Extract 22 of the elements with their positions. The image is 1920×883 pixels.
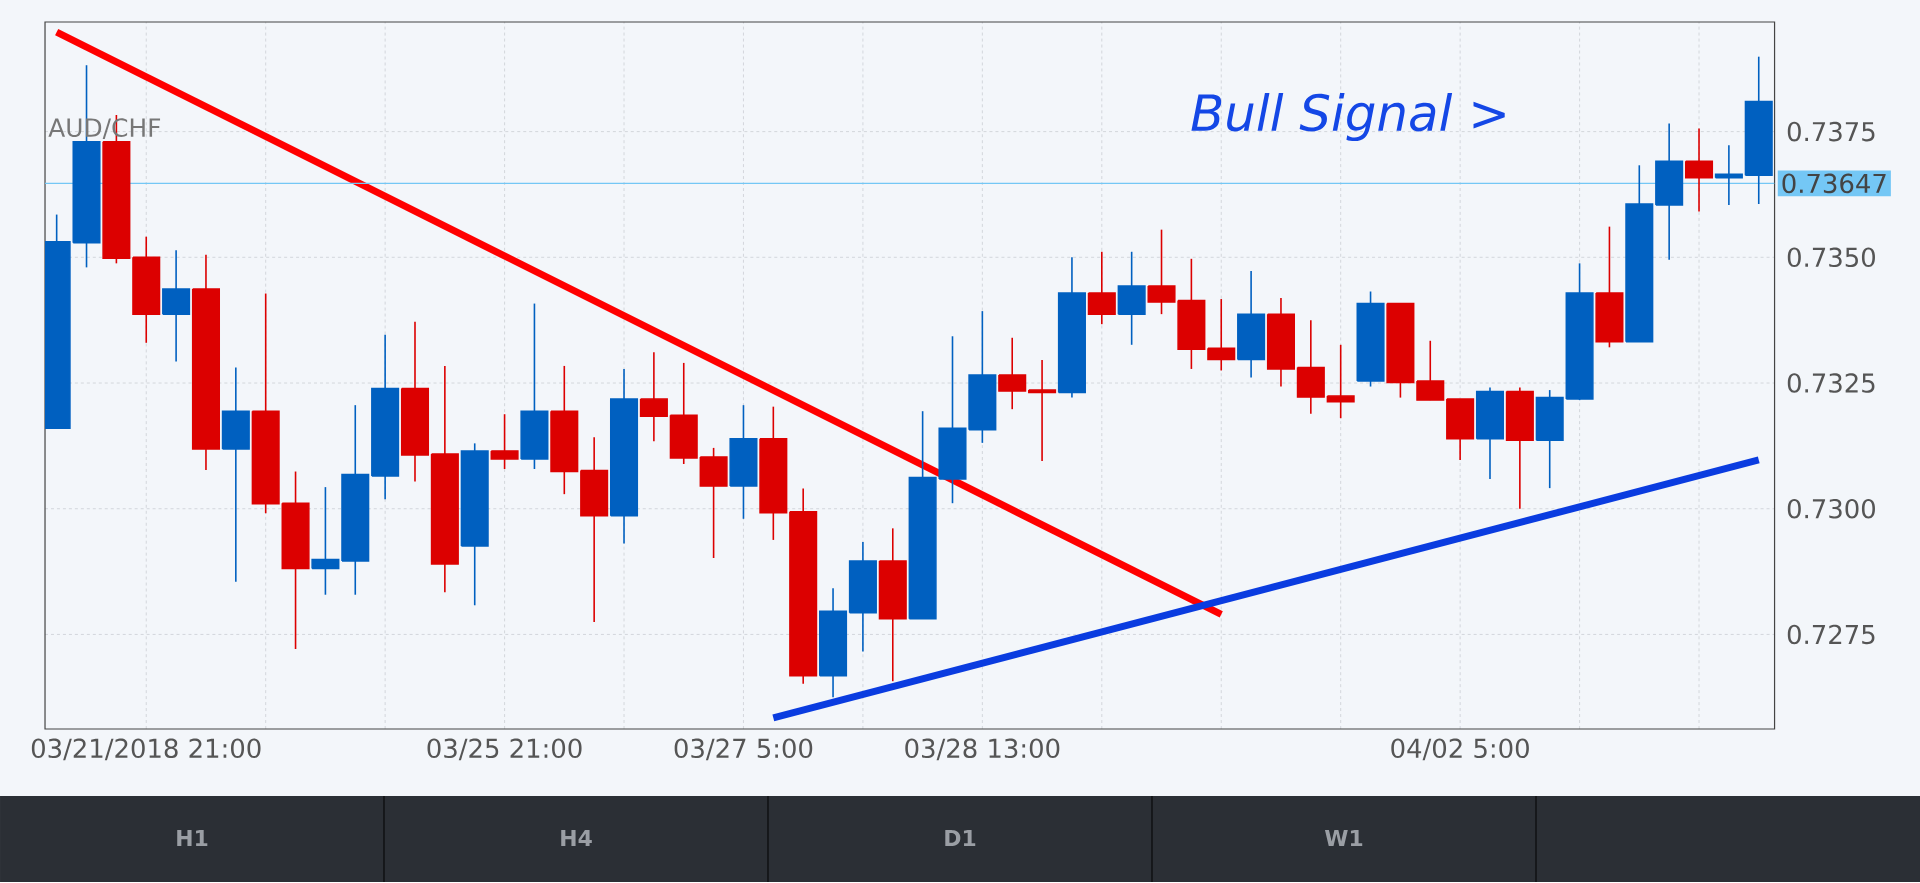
x-tick-label: 03/27 5:00 [674,738,813,761]
candlestick [1207,298,1236,372]
candlestick [1714,144,1743,206]
text: H4 [561,829,592,846]
x-tick-label: 03/21/2018 21:00 [31,738,261,761]
x-tick-label: 03/25 21:00 [427,738,582,761]
y-tick-label: 0.7350 [1787,247,1875,268]
annotation: Bull Signal > [1191,92,1505,142]
y-tick-label: 0.7325 [1787,373,1875,393]
candlestick [311,486,340,596]
x-tick-label: 04/02 5:00 [1391,738,1529,761]
text: W1 [1324,829,1363,846]
text: H1 [177,829,208,846]
candlestick [1326,344,1355,420]
y-tick-label: 0.7300 [1787,498,1875,519]
x-tick-label: 03/28 13:00 [905,738,1060,761]
y-tick-label: 0.7275 [1787,624,1875,645]
candlestick [490,413,519,470]
ref-line-label: 0.73647 [1782,173,1886,194]
y-tick-label: 0.7375 [1787,121,1875,142]
text: D1 [945,829,976,846]
candlestick [1028,359,1057,462]
